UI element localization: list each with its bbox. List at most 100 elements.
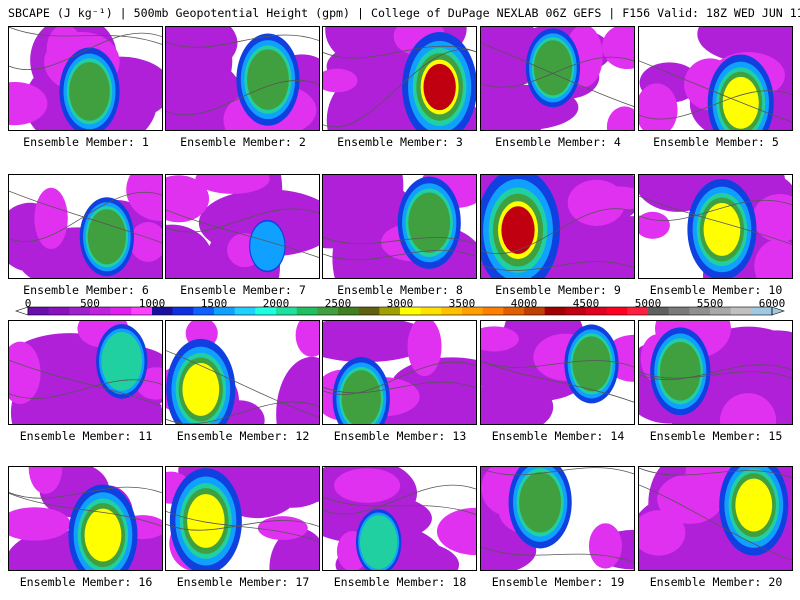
cape-field [9, 321, 162, 424]
cape-colorbar [15, 306, 785, 316]
member-label: Ensemble Member: 13 [333, 429, 467, 443]
colorbar-tick-label: 6000 [758, 297, 786, 310]
colorbar-swatch [751, 307, 773, 315]
cape-contour [87, 209, 127, 265]
boundary-line [481, 546, 634, 563]
colorbar-swatch [689, 307, 711, 315]
colorbar-swatch [172, 307, 194, 315]
member-map [8, 174, 163, 279]
cape-low-mid-region [166, 175, 270, 268]
member-label: Ensemble Member: 18 [333, 575, 467, 589]
boundary-line [323, 496, 476, 515]
cape-contour [533, 40, 573, 96]
boundary-line [166, 401, 319, 424]
colorbar-swatch [586, 307, 607, 315]
boundary-line [481, 360, 634, 403]
cape-field [9, 27, 162, 130]
colorbar-swatch [503, 307, 525, 315]
boundary-line [323, 484, 476, 515]
boundary-line [481, 261, 634, 272]
cape-field [323, 467, 476, 570]
boundary-line [166, 510, 319, 543]
member-label: Ensemble Member: 6 [23, 283, 149, 297]
cape-field [166, 467, 319, 570]
cape-field [481, 175, 634, 278]
colorbar-swatch [462, 307, 483, 315]
colorbar-tick-label: 1500 [200, 297, 228, 310]
boundary-line [166, 520, 319, 531]
colorbar-swatch [710, 307, 731, 315]
colorbar-swatch [214, 307, 235, 315]
cape-contour [735, 478, 773, 532]
cape-contour [572, 336, 611, 392]
cape-field [639, 175, 792, 278]
colorbar-outline [27, 306, 773, 316]
colorbar-swatch [296, 307, 318, 315]
cape-field [9, 467, 162, 570]
member-map [8, 320, 163, 425]
cape-contour [423, 63, 456, 111]
colorbar-swatch [90, 307, 111, 315]
cape-low-region [323, 321, 476, 424]
colorbar-swatch [544, 307, 566, 315]
boundary-line [323, 49, 476, 128]
colorbar-swatch [255, 307, 277, 315]
member-map [638, 320, 793, 425]
colorbar-tick-label: 2500 [324, 297, 352, 310]
member-map [638, 466, 793, 571]
colorbar-swatch [358, 307, 380, 315]
boundary-line [639, 371, 792, 379]
member-map [480, 26, 635, 131]
member-map [322, 26, 477, 131]
member-label: Ensemble Member: 12 [176, 429, 310, 443]
boundary-line [323, 236, 476, 245]
boundary-line [481, 56, 634, 88]
cape-contour [101, 332, 143, 391]
colorbar-tick-label: 1000 [138, 297, 166, 310]
member-label: Ensemble Member: 16 [19, 575, 153, 589]
member-label: Ensemble Member: 17 [176, 575, 310, 589]
member-map [480, 174, 635, 279]
colorbar-tick-label: 5000 [634, 297, 662, 310]
boundary-line [639, 364, 792, 381]
cape-field [166, 321, 319, 424]
boundary-line [323, 249, 476, 261]
colorbar-swatch [648, 307, 669, 315]
cape-contour [84, 508, 122, 562]
colorbar-swatch [110, 307, 132, 315]
member-map [165, 320, 320, 425]
cape-contour [182, 363, 220, 416]
boundary-line [166, 350, 319, 418]
boundary-line [323, 381, 476, 394]
member-map [165, 26, 320, 131]
boundary-line [9, 379, 162, 399]
member-label: Ensemble Member: 8 [337, 283, 463, 297]
member-label: Ensemble Member: 9 [495, 283, 621, 297]
boundary-line [639, 195, 792, 245]
boundary-line [9, 359, 162, 407]
member-label: Ensemble Member: 3 [337, 135, 463, 149]
boundary-line [166, 208, 319, 233]
cape-field [639, 321, 792, 424]
boundary-line [639, 467, 792, 478]
colorbar-swatch [441, 307, 463, 315]
colorbar-swatch [627, 307, 649, 315]
colorbar-swatch [565, 307, 587, 315]
colorbar-swatch [606, 307, 628, 315]
colorbar-swatch [482, 307, 504, 315]
colorbar-tick-label: 3500 [448, 297, 476, 310]
colorbar-tick-label: 4500 [572, 297, 600, 310]
member-map [165, 174, 320, 279]
cape-contour [247, 49, 289, 110]
cape-low-mid-region [497, 179, 634, 278]
colorbar-swatch [28, 307, 49, 315]
colorbar-swatch [131, 307, 153, 315]
boundary-line [166, 34, 319, 48]
member-map [322, 174, 477, 279]
cape-field [481, 321, 634, 424]
colorbar-tick-label: 500 [80, 297, 100, 310]
cape-low-mid-region [481, 326, 634, 382]
cape-contour [250, 221, 285, 271]
cape-contour [359, 515, 398, 569]
cape-contour [187, 494, 225, 548]
